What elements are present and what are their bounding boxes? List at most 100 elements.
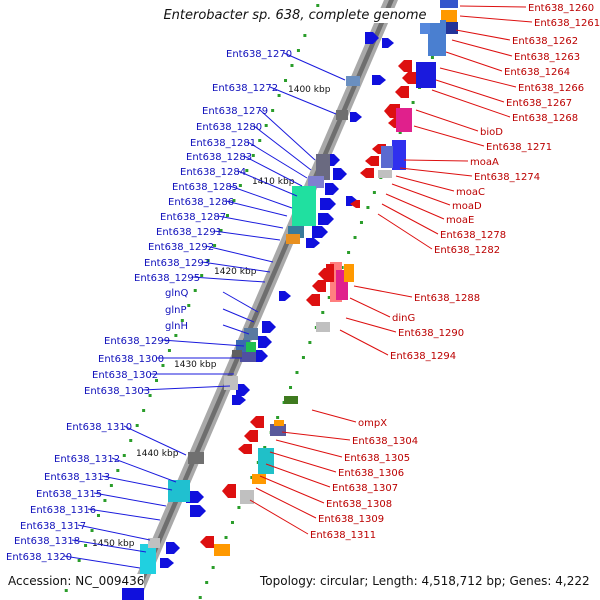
reverse-gene-label: Ent638_1305 [344, 453, 410, 464]
forward-gene-label: Ent638_1286 [168, 197, 234, 208]
guide-dot [237, 506, 241, 509]
leader-line [161, 339, 245, 347]
leader-line [259, 109, 316, 161]
guide-dot [251, 154, 255, 157]
gene-block [428, 20, 446, 56]
guide-dot [430, 56, 434, 59]
leader-line [435, 79, 505, 103]
forward-gene [318, 213, 334, 225]
leader-line [141, 385, 231, 391]
tick-label: 1400 kbp [288, 85, 331, 95]
gene-block [224, 376, 238, 390]
gene-block [270, 424, 286, 436]
gene-block [346, 76, 360, 86]
gene-block [420, 20, 430, 34]
guide-dot [295, 371, 299, 374]
forward-gene [372, 75, 386, 85]
leader-line [259, 475, 325, 504]
guide-dot [264, 124, 268, 127]
guide-dot [277, 94, 281, 97]
forward-gene-label: glnP [165, 305, 187, 316]
reverse-gene [200, 536, 214, 548]
forward-gene-label: Ent638_1279 [202, 106, 268, 117]
leader-line [385, 193, 445, 220]
leader-line [459, 5, 527, 8]
leader-line [415, 109, 479, 132]
gene-block [440, 0, 458, 8]
forward-gene [312, 226, 328, 238]
guide-dot [90, 529, 94, 532]
gene-block [308, 176, 324, 188]
leader-line [247, 141, 308, 179]
forward-gene [350, 112, 362, 122]
tick-label: 1420 kbp [214, 267, 257, 277]
leader-line [349, 297, 391, 318]
forward-gene-label: Ent638_1299 [104, 336, 170, 347]
gene-block [292, 186, 316, 226]
gene-block [396, 108, 412, 132]
forward-gene [320, 198, 336, 210]
reverse-gene-label: Ent638_1288 [414, 293, 480, 304]
leader-line [283, 52, 346, 81]
guide-dot [84, 544, 88, 547]
gene-block [326, 264, 334, 282]
leader-line [377, 213, 433, 250]
guide-dot [321, 311, 325, 314]
leader-line [93, 492, 167, 507]
reverse-gene [250, 416, 264, 428]
guide-dot [271, 109, 275, 112]
forward-gene-label: Ent638_1293 [144, 258, 210, 269]
guide-dot [347, 251, 351, 254]
guide-dot [232, 199, 236, 202]
tick-label: 1450 kbp [92, 539, 135, 549]
reverse-gene-label: Ent638_1268 [512, 113, 578, 124]
gene-block [258, 448, 274, 474]
genome-backbone-core [131, 0, 394, 600]
gene-block [446, 22, 458, 34]
gene-block [122, 586, 144, 600]
guide-dot [205, 581, 209, 584]
forward-gene-label: Ent638_1285 [172, 182, 238, 193]
reverse-gene-label: Ent638_1294 [390, 351, 456, 362]
forward-gene [279, 291, 291, 301]
forward-gene-label: Ent638_1287 [160, 212, 226, 223]
guide-dot [258, 139, 262, 142]
reverse-gene-label: Ent638_1271 [486, 142, 552, 153]
tick-label: 1430 kbp [174, 360, 217, 370]
leader-line [71, 539, 147, 553]
guide-dot [308, 341, 312, 344]
reverse-gene [402, 72, 416, 84]
tick-label: 1410 kbp [252, 177, 295, 187]
reverse-gene [398, 60, 412, 72]
forward-gene [160, 558, 174, 568]
reverse-gene-label: moaE [446, 215, 474, 226]
reverse-gene-label: moaC [456, 187, 485, 198]
gene-block [284, 396, 298, 404]
reverse-gene-label: Ent638_1274 [474, 172, 540, 183]
leader-line [217, 215, 284, 229]
guide-dot [180, 319, 184, 322]
forward-gene-label: Ent638_1270 [226, 49, 292, 60]
forward-gene [258, 336, 272, 348]
reverse-gene-label: Ent638_1304 [352, 436, 418, 447]
guide-dot [250, 476, 254, 479]
guide-dot [187, 304, 191, 307]
gene-block [286, 234, 300, 244]
gene-block [188, 452, 204, 464]
guide-dot [290, 64, 294, 67]
genome-summary: Topology: circular; Length: 4,518,712 bp… [260, 574, 590, 588]
gene-block [240, 352, 256, 362]
gene-block [148, 538, 160, 548]
reverse-gene-label: Ent638_1264 [504, 67, 570, 78]
reverse-gene-label: ompX [358, 418, 387, 429]
leader-line [269, 451, 337, 473]
guide-dot [77, 559, 81, 562]
forward-gene-label: Ent638_1318 [14, 536, 80, 547]
accession-label: Accession: NC_009436 [8, 574, 145, 588]
forward-gene-label: Ent638_1313 [44, 472, 110, 483]
leader-line [205, 245, 274, 263]
guide-dot [366, 206, 370, 209]
forward-gene-label: Ent638_1291 [156, 227, 222, 238]
leader-line [391, 183, 451, 206]
reverse-gene [306, 294, 320, 306]
